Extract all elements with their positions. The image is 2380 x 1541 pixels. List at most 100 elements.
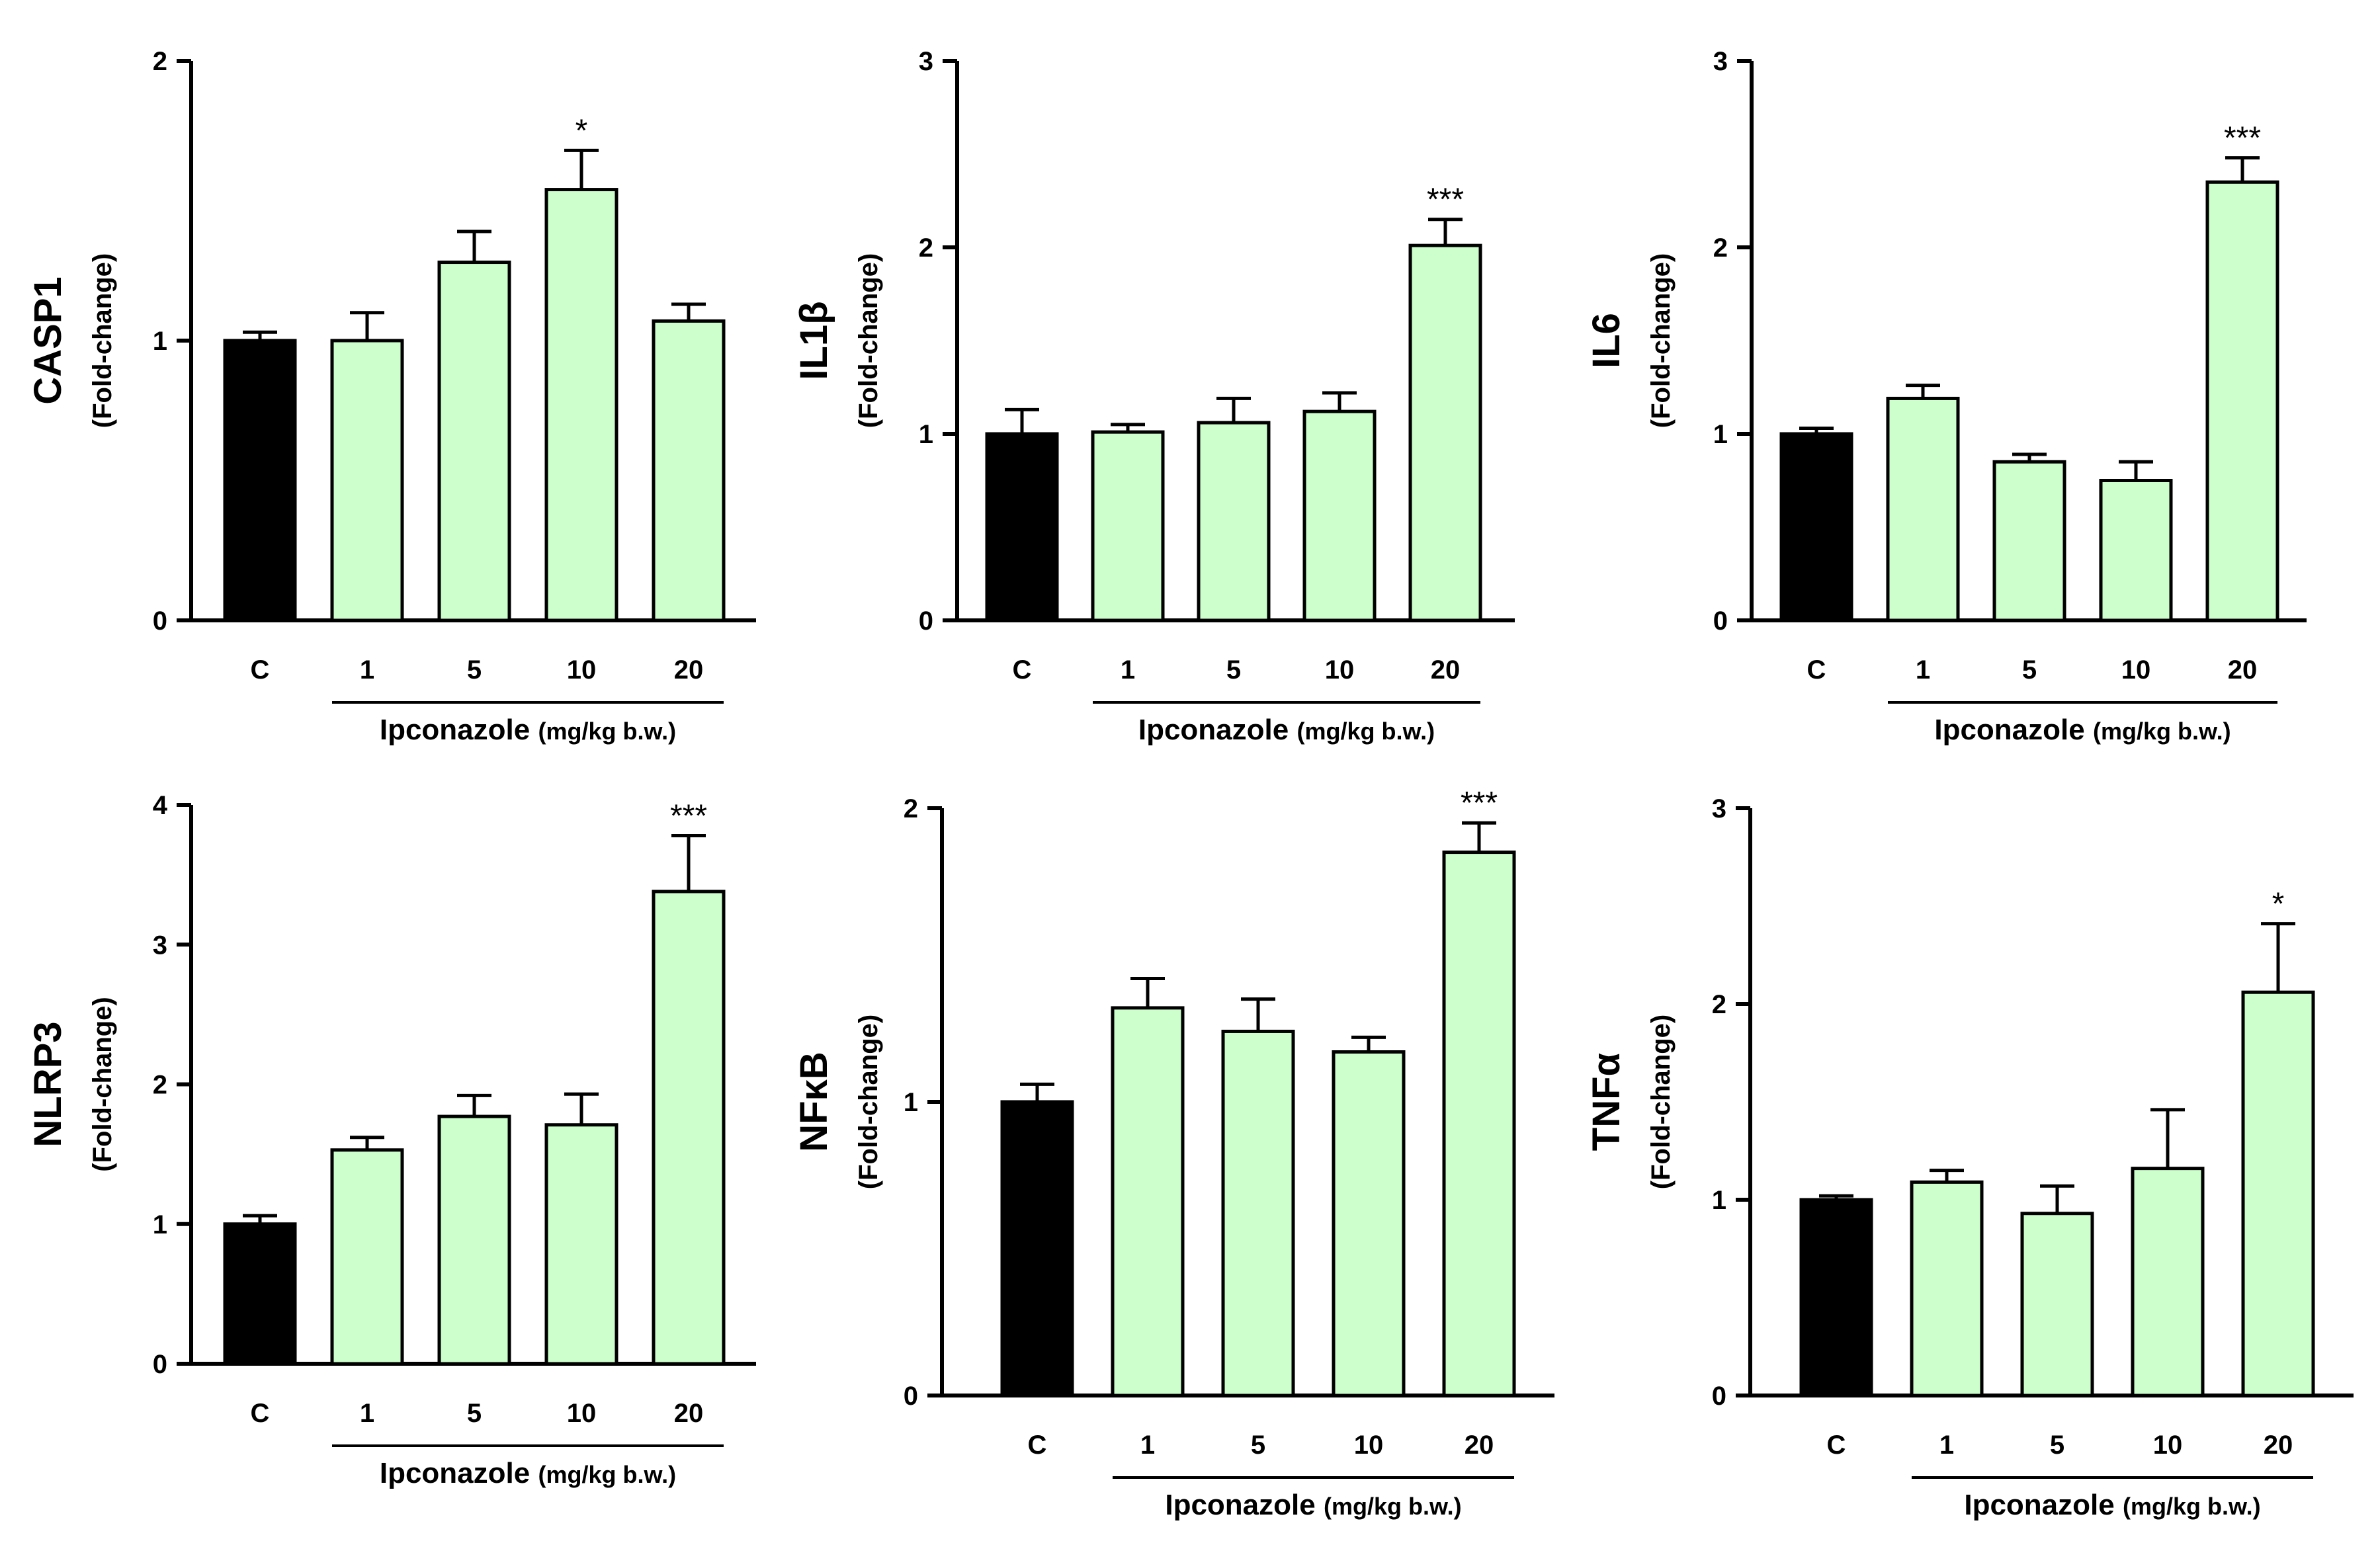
bar-control (985, 432, 1059, 622)
bar-control (1799, 1198, 1873, 1397)
y-axis-unit: (Fold-change) (1646, 253, 1676, 428)
bar-treated (1992, 460, 2066, 622)
chart-panel-2: 0 1 2 3 C 1 5 10 *** 20 Ipconazole (mg/kg b.w.) IL1… (792, 47, 1515, 746)
bar-treated (2205, 180, 2279, 622)
bar-treated (1910, 1180, 1984, 1397)
x-tick-label: C (1827, 1431, 1846, 1460)
bar-treated (2099, 479, 2173, 622)
y-tick-label: 3 (1713, 47, 1728, 76)
x-group-label: Ipconazole (mg/kg b.w.) (1934, 714, 2231, 746)
x-tick-label: 5 (1226, 655, 1241, 685)
y-axis-unit: (Fold-change) (854, 253, 883, 428)
bar-treated (1111, 1006, 1185, 1397)
x-tick-label: 5 (1251, 1431, 1265, 1460)
bar-treated (2131, 1167, 2205, 1397)
x-tick-label: C (1013, 655, 1032, 685)
x-tick-label: 10 (2153, 1431, 2183, 1460)
y-axis-unit: (Fold-change) (854, 1015, 883, 1189)
significance-marker: *** (2224, 121, 2261, 156)
x-group-label: Ipconazole (mg/kg b.w.) (380, 714, 676, 746)
bar-treated (1442, 851, 1516, 1397)
bar-treated (652, 319, 726, 622)
y-tick-label: 0 (919, 606, 933, 636)
significance-marker: *** (670, 798, 707, 833)
y-tick-label: 1 (919, 420, 933, 449)
x-tick-label: 20 (1465, 1431, 1494, 1460)
y-tick-label: 3 (153, 931, 167, 960)
x-tick-label: 10 (567, 1399, 597, 1428)
bar-treated (437, 261, 511, 622)
y-tick-label: 0 (153, 1350, 167, 1379)
bar-treated (652, 890, 726, 1366)
x-group-name: Ipconazole (1934, 714, 2084, 746)
y-tick-label: 1 (1713, 420, 1728, 449)
y-tick-label: 1 (153, 327, 167, 356)
y-tick-label: 3 (919, 47, 933, 76)
x-tick-label: 20 (674, 655, 704, 685)
x-group-name: Ipconazole (380, 1457, 530, 1489)
x-group-label: Ipconazole (mg/kg b.w.) (1165, 1489, 1461, 1521)
y-tick-label: 1 (1712, 1186, 1726, 1215)
x-group-unit: (mg/kg b.w.) (1324, 1493, 1462, 1520)
x-group-unit: (mg/kg b.w.) (538, 718, 676, 745)
y-tick-label: 0 (1712, 1382, 1726, 1411)
y-tick-label: 0 (1713, 606, 1728, 636)
x-tick-label: 20 (2264, 1431, 2293, 1460)
x-tick-label: 5 (2022, 655, 2037, 685)
y-tick-label: 2 (1712, 990, 1726, 1019)
bar-treated (1886, 396, 1960, 622)
x-group-label: Ipconazole (mg/kg b.w.) (380, 1457, 676, 1489)
y-tick-label: 2 (904, 794, 918, 823)
significance-marker: * (2272, 887, 2285, 922)
x-group-unit: (mg/kg b.w.) (2093, 718, 2231, 745)
x-tick-label: C (251, 655, 270, 685)
x-tick-label: 1 (1939, 1431, 1954, 1460)
y-tick-label: 0 (904, 1382, 918, 1411)
x-group-unit: (mg/kg b.w.) (538, 1461, 676, 1488)
y-tick-label: 2 (1713, 233, 1728, 263)
bar-treated (1197, 421, 1271, 622)
x-group-name: Ipconazole (1138, 714, 1289, 746)
y-tick-label: 2 (153, 1071, 167, 1100)
bar-treated (544, 1123, 618, 1366)
y-axis-label: IL6 (1585, 313, 1628, 368)
x-tick-label: 5 (2050, 1431, 2064, 1460)
y-tick-label: 4 (153, 791, 168, 820)
x-tick-label: C (251, 1399, 270, 1428)
y-axis-label: IL1β (792, 301, 835, 380)
y-axis-unit: (Fold-change) (88, 997, 117, 1171)
bar-treated (2020, 1212, 2094, 1397)
bar-treated (1408, 243, 1482, 622)
y-axis-unit: (Fold-change) (88, 253, 117, 428)
bar-control (1779, 432, 1853, 622)
y-axis-label: NFκB (792, 1052, 835, 1152)
x-tick-label: 20 (674, 1399, 704, 1428)
bar-treated (2241, 990, 2315, 1397)
y-tick-label: 2 (153, 47, 167, 76)
y-tick-label: 1 (153, 1210, 167, 1239)
y-tick-label: 0 (153, 606, 167, 636)
chart-panel-3: 0 1 2 3 C 1 5 10 *** 20 Ipconazole (mg/kg b.w.) IL6… (1585, 47, 2307, 746)
y-axis-label: TNFα (1585, 1052, 1628, 1151)
y-axis-label: CASP1 (26, 276, 69, 404)
x-tick-label: C (1807, 655, 1826, 685)
x-group-label: Ipconazole (mg/kg b.w.) (1964, 1489, 2260, 1521)
x-group-label: Ipconazole (mg/kg b.w.) (1138, 714, 1435, 746)
bar-treated (1091, 430, 1165, 622)
bar-control (223, 1222, 297, 1366)
bar-treated (1332, 1050, 1406, 1397)
x-tick-label: 5 (467, 655, 482, 685)
x-tick-label: 1 (1121, 655, 1135, 685)
y-tick-label: 2 (919, 233, 933, 263)
bar-control (223, 339, 297, 622)
bar-treated (1221, 1029, 1295, 1397)
bar-treated (544, 188, 618, 622)
x-group-name: Ipconazole (380, 714, 530, 746)
y-tick-label: 1 (904, 1088, 918, 1117)
x-group-name: Ipconazole (1964, 1489, 2114, 1521)
x-tick-label: 10 (2121, 655, 2151, 685)
x-group-unit: (mg/kg b.w.) (1296, 718, 1435, 745)
